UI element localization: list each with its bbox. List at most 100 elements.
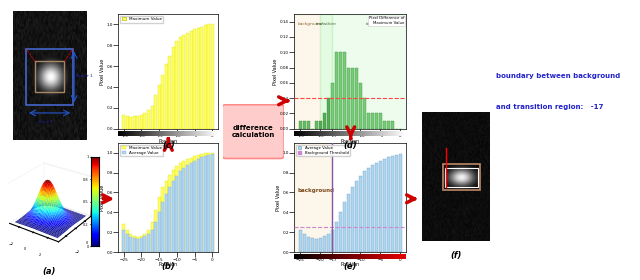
Bar [358, 83, 362, 129]
Bar [358, 176, 362, 252]
Bar [164, 181, 168, 252]
Bar [387, 121, 390, 129]
Bar [310, 238, 314, 252]
Bar [204, 25, 207, 129]
Bar [140, 236, 143, 252]
Bar [383, 159, 386, 252]
Bar [399, 154, 402, 252]
Bar [339, 52, 342, 129]
Bar [331, 230, 334, 252]
X-axis label: Position: Position [341, 262, 360, 267]
Bar [323, 236, 326, 252]
Bar [351, 67, 354, 129]
Bar [150, 222, 154, 252]
Bar [182, 168, 186, 252]
Bar [125, 230, 129, 252]
Bar [390, 121, 394, 129]
Text: background: background [298, 188, 335, 193]
Bar [125, 234, 129, 252]
Bar [351, 188, 354, 252]
Bar [122, 230, 125, 252]
Bar [347, 67, 350, 129]
Bar [204, 156, 207, 252]
Bar [303, 121, 306, 129]
Text: transition: transition [316, 22, 337, 27]
Bar [143, 236, 147, 252]
Legend: Maximum Value: Maximum Value [120, 16, 163, 23]
Bar [323, 113, 326, 129]
Bar [342, 52, 346, 129]
Bar [143, 234, 147, 252]
Bar [133, 236, 136, 252]
Bar [175, 166, 179, 252]
Text: (d): (d) [343, 141, 357, 150]
Bar [154, 222, 157, 252]
Bar [374, 113, 378, 129]
Bar [294, 143, 332, 252]
Bar [186, 33, 189, 129]
Y-axis label: Pixel Value: Pixel Value [276, 184, 281, 211]
X-axis label: Position: Position [159, 262, 177, 267]
Text: (e): (e) [344, 262, 356, 271]
Bar [133, 116, 136, 129]
Bar [332, 14, 406, 129]
Bar [161, 188, 164, 252]
Bar [315, 121, 318, 129]
Bar [136, 239, 140, 252]
Bar [172, 47, 175, 129]
Bar [193, 29, 196, 129]
Bar [395, 155, 398, 252]
Bar [200, 154, 203, 252]
Bar [136, 237, 140, 252]
Bar [443, 164, 480, 190]
Bar [319, 238, 322, 252]
Bar [179, 171, 182, 252]
Bar [355, 181, 358, 252]
Bar [387, 157, 390, 252]
Bar [307, 121, 310, 129]
Bar [303, 234, 306, 252]
Bar [172, 170, 175, 252]
Y-axis label: Pixel Value: Pixel Value [100, 184, 105, 211]
Bar [211, 24, 214, 129]
Bar [335, 222, 338, 252]
Bar [326, 98, 330, 129]
Bar [299, 230, 302, 252]
Bar [122, 224, 125, 252]
Legend: Maximum Value, Average Value: Maximum Value, Average Value [120, 145, 163, 156]
Bar [133, 238, 136, 252]
Bar [211, 153, 214, 252]
Bar [321, 14, 332, 129]
Bar [140, 238, 143, 252]
Bar [207, 24, 211, 129]
Bar [294, 14, 321, 129]
Bar [363, 171, 366, 252]
Bar [161, 202, 164, 252]
Text: (c): (c) [162, 141, 175, 150]
Text: and transition region:   -17: and transition region: -17 [496, 104, 604, 110]
Bar [122, 115, 125, 129]
Bar [175, 41, 179, 129]
Bar [367, 113, 370, 129]
Bar [164, 194, 168, 252]
Y-axis label: Pixel Value: Pixel Value [100, 58, 105, 85]
Bar [204, 153, 207, 252]
Bar [363, 98, 366, 129]
Bar [161, 74, 164, 129]
Bar [196, 159, 200, 252]
Bar [147, 234, 150, 252]
Bar [150, 230, 154, 252]
Bar [26, 48, 73, 105]
Bar [193, 156, 196, 252]
Text: $2L_{\rm dp}+1$: $2L_{\rm dp}+1$ [75, 73, 94, 81]
Bar [172, 181, 175, 252]
Bar [200, 27, 203, 129]
Bar [371, 113, 374, 129]
Bar [129, 237, 132, 252]
Bar [143, 113, 147, 129]
Bar [335, 52, 338, 129]
Bar [125, 116, 129, 129]
X-axis label: Position: Position [159, 139, 177, 144]
Y-axis label: Pixel Value: Pixel Value [273, 58, 278, 85]
Bar [35, 61, 65, 92]
